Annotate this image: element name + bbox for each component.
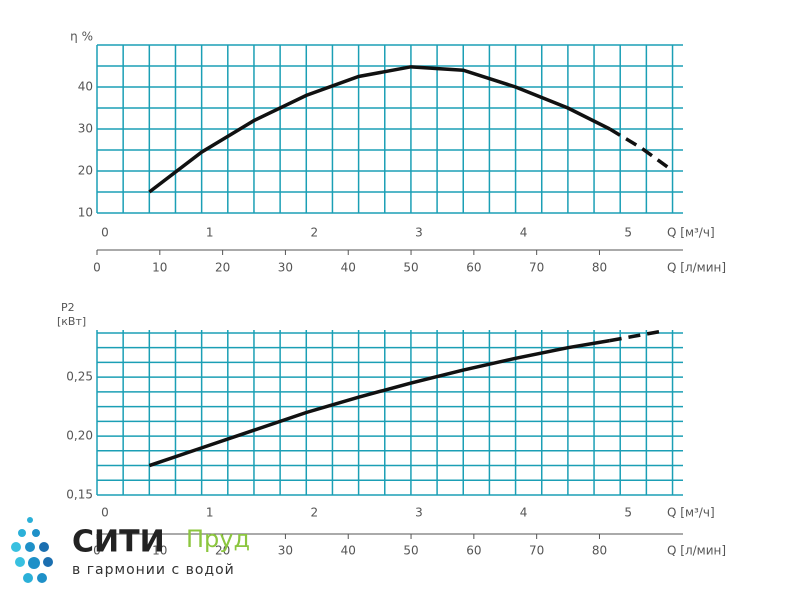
x2-tick-label: 70 [529,261,544,275]
x2-tick-label: 70 [529,544,544,558]
x2-tick-label: 60 [466,261,481,275]
y-axis-label: η % [70,30,93,44]
x-tick-label: 1 [206,226,214,240]
x2-tick-label: 30 [278,261,293,275]
x-tick-label: 4 [520,506,528,520]
x2-tick-label: 0 [93,544,101,558]
x-tick-label: 2 [310,226,318,240]
x2-tick-label: 80 [592,261,607,275]
x2-tick-label: 50 [403,544,418,558]
x2-tick-label: 30 [278,544,293,558]
logo-drop [11,542,21,552]
x2-tick-label: 10 [152,261,167,275]
y-tick-label: 40 [78,80,93,94]
x-axis-label: Q [м³/ч] [667,226,715,240]
logo: СИТИ Пруд в гармонии с водой [11,517,250,583]
logo-tagline: в гармонии с водой [72,562,235,578]
logo-drop [23,573,33,583]
logo-drop [18,529,26,537]
x-tick-label: 0 [101,506,109,520]
logo-name: СИТИ [72,525,165,560]
x2-tick-label: 20 [215,544,230,558]
logo-drop [15,557,25,567]
x-tick-label: 3 [415,506,423,520]
logo-drop [32,529,40,537]
y-tick-label: 30 [78,122,93,136]
y-axis-label: P2 [61,301,75,314]
x2-axis-label: Q [л/мин] [667,544,726,558]
y-axis-unit: [кВт] [57,315,86,328]
line-series [148,65,611,194]
logo-drop [25,542,35,552]
y-tick-label: 0,25 [66,370,93,384]
x-tick-label: 0 [101,226,109,240]
x2-tick-label: 50 [403,261,418,275]
logo-name-light: Пруд [186,525,250,553]
x2-tick-label: 20 [215,261,230,275]
line-series [148,338,611,468]
x-tick-label: 5 [624,506,632,520]
y-tick-label: 10 [78,206,93,220]
x2-tick-label: 0 [93,261,101,275]
logo-drop [28,557,40,569]
x-tick-label: 3 [415,226,423,240]
y-tick-label: 20 [78,164,93,178]
x2-tick-label: 40 [341,544,356,558]
x-axis-label: Q [м³/ч] [667,506,715,520]
x2-tick-label: 40 [341,261,356,275]
line-series [609,329,663,343]
x2-axis-label: Q [л/мин] [667,261,726,275]
logo-drop [43,557,53,567]
x-tick-label: 5 [624,226,632,240]
x2-tick-label: 80 [592,544,607,558]
x-tick-label: 4 [520,226,528,240]
x2-tick-label: 60 [466,544,481,558]
logo-drop [39,542,49,552]
line-series [608,127,669,169]
logo-drop [27,517,33,523]
logo-drop [37,573,47,583]
x-tick-label: 1 [206,506,214,520]
y-tick-label: 0,20 [66,429,93,443]
x-tick-label: 2 [310,506,318,520]
x2-tick-label: 10 [152,544,167,558]
y-tick-label: 0,15 [66,488,93,502]
